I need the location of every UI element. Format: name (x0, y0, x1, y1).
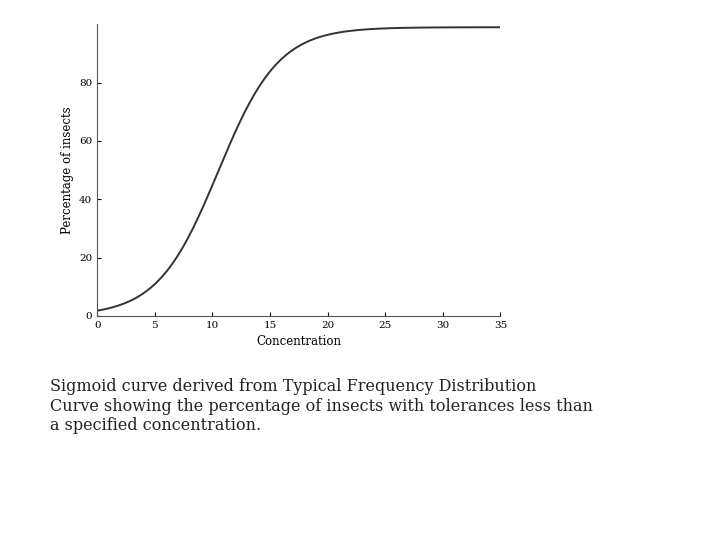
Y-axis label: Percentage of insects: Percentage of insects (60, 106, 73, 234)
X-axis label: Concentration: Concentration (256, 335, 341, 348)
Text: Sigmoid curve derived from Typical Frequency Distribution
Curve showing the perc: Sigmoid curve derived from Typical Frequ… (50, 378, 593, 434)
